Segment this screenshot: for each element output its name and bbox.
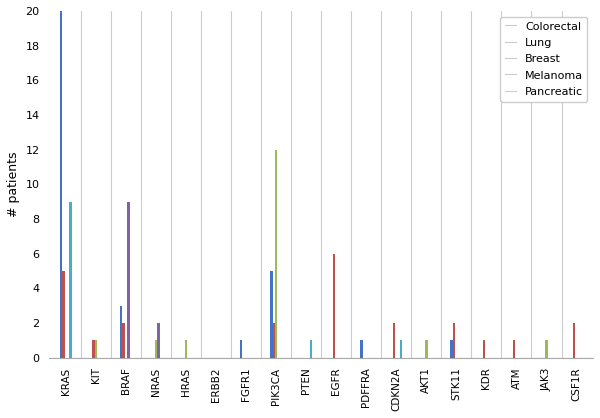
Bar	[400, 340, 403, 358]
Bar	[332, 254, 335, 358]
Bar	[483, 340, 485, 358]
Bar	[127, 201, 130, 358]
Bar	[185, 340, 187, 358]
Bar	[272, 323, 275, 358]
Bar	[392, 323, 395, 358]
Bar	[157, 323, 160, 358]
Bar	[451, 340, 453, 358]
Bar	[573, 323, 575, 358]
Bar	[60, 11, 62, 358]
Bar	[70, 201, 72, 358]
Bar	[513, 340, 515, 358]
Y-axis label: # patients: # patients	[7, 152, 20, 217]
Bar	[62, 271, 65, 358]
Bar	[122, 323, 125, 358]
Bar	[240, 340, 242, 358]
Bar	[453, 323, 455, 358]
Bar	[120, 306, 122, 358]
Bar	[425, 340, 428, 358]
Legend: Colorectal, Lung, Breast, Melanoma, Pancreatic: Colorectal, Lung, Breast, Melanoma, Panc…	[500, 16, 587, 102]
Bar	[360, 340, 362, 358]
Bar	[545, 340, 548, 358]
Bar	[270, 271, 272, 358]
Bar	[275, 150, 277, 358]
Bar	[310, 340, 312, 358]
Bar	[155, 340, 157, 358]
Bar	[95, 340, 97, 358]
Bar	[92, 340, 95, 358]
